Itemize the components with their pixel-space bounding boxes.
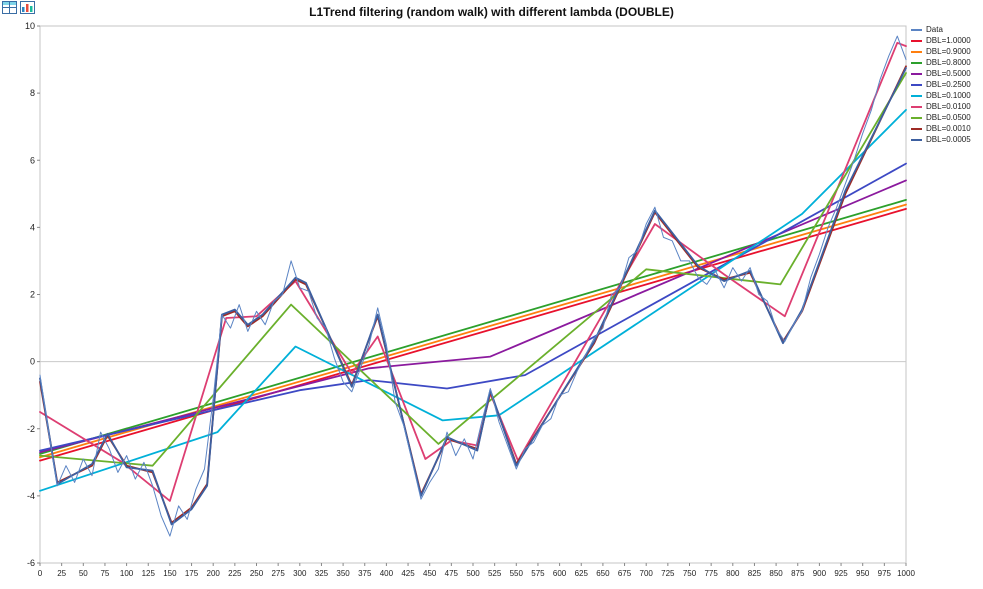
series-DBL=0.1000 bbox=[39, 109, 907, 492]
x-tick-label: 500 bbox=[466, 569, 480, 578]
chart-legend: Data DBL=1.0000 DBL=0.9000 DBL=0.8000 DBL=0.… bbox=[911, 24, 971, 145]
x-tick-label: 275 bbox=[271, 569, 285, 578]
x-tick-label: 900 bbox=[813, 569, 827, 578]
x-tick-label: 800 bbox=[726, 569, 740, 578]
series-DBL=1.0000 bbox=[39, 207, 907, 462]
x-tick-label: 575 bbox=[531, 569, 545, 578]
legend-item[interactable]: DBL=0.0100 bbox=[911, 101, 971, 112]
y-tick-label: 4 bbox=[30, 222, 35, 232]
legend-label: DBL=0.8000 bbox=[926, 58, 971, 67]
legend-swatch bbox=[911, 105, 922, 108]
legend-item[interactable]: DBL=0.5000 bbox=[911, 68, 971, 79]
y-tick-label: -6 bbox=[27, 558, 35, 568]
x-tick-label: 650 bbox=[596, 569, 610, 578]
x-tick-label: 250 bbox=[250, 569, 264, 578]
y-tick-label: 2 bbox=[30, 290, 35, 300]
legend-swatch bbox=[911, 127, 922, 130]
x-tick-label: 175 bbox=[185, 569, 199, 578]
x-tick-label: 625 bbox=[575, 569, 589, 578]
x-tick-label: 675 bbox=[618, 569, 632, 578]
series-DBL=0.0500 bbox=[39, 72, 907, 467]
x-tick-label: 75 bbox=[100, 569, 109, 578]
x-tick-label: 525 bbox=[488, 569, 502, 578]
legend-item[interactable]: DBL=0.0500 bbox=[911, 112, 971, 123]
x-tick-label: 850 bbox=[769, 569, 783, 578]
x-tick-label: 125 bbox=[142, 569, 156, 578]
legend-swatch bbox=[911, 50, 922, 53]
x-tick-label: 875 bbox=[791, 569, 805, 578]
x-tick-label: 475 bbox=[445, 569, 459, 578]
x-tick-label: 200 bbox=[207, 569, 221, 578]
x-tick-label: 1000 bbox=[897, 569, 915, 578]
table-icon[interactable] bbox=[2, 1, 17, 14]
legend-label: DBL=0.0100 bbox=[926, 102, 971, 111]
x-tick-label: 450 bbox=[423, 569, 437, 578]
legend-label: DBL=0.1000 bbox=[926, 91, 971, 100]
x-tick-label: 700 bbox=[640, 569, 654, 578]
legend-label: DBL=0.5000 bbox=[926, 69, 971, 78]
x-tick-label: 350 bbox=[336, 569, 350, 578]
legend-swatch bbox=[911, 72, 922, 75]
x-tick-label: 300 bbox=[293, 569, 307, 578]
x-tick-label: 50 bbox=[79, 569, 88, 578]
x-tick-label: 100 bbox=[120, 569, 134, 578]
legend-item[interactable]: DBL=0.1000 bbox=[911, 90, 971, 101]
chart-icon[interactable] bbox=[20, 1, 35, 14]
toolbar bbox=[2, 1, 35, 14]
x-tick-label: 150 bbox=[163, 569, 177, 578]
legend-label: DBL=0.0010 bbox=[926, 124, 971, 133]
x-tick-label: 400 bbox=[380, 569, 394, 578]
legend-swatch bbox=[911, 94, 922, 97]
x-tick-label: 0 bbox=[38, 569, 43, 578]
legend-swatch bbox=[911, 61, 922, 64]
x-tick-label: 325 bbox=[315, 569, 329, 578]
legend-swatch bbox=[911, 83, 922, 86]
x-tick-label: 600 bbox=[553, 569, 567, 578]
y-tick-label: -4 bbox=[27, 491, 35, 501]
legend-swatch bbox=[911, 116, 922, 119]
legend-item[interactable]: DBL=0.8000 bbox=[911, 57, 971, 68]
legend-item[interactable]: Data bbox=[911, 24, 971, 35]
y-tick-label: 8 bbox=[30, 88, 35, 98]
legend-label: DBL=0.0005 bbox=[926, 135, 971, 144]
legend-item[interactable]: DBL=0.0005 bbox=[911, 134, 971, 145]
x-tick-label: 825 bbox=[748, 569, 762, 578]
y-tick-label: -2 bbox=[27, 424, 35, 434]
legend-swatch bbox=[911, 28, 922, 31]
x-tick-label: 550 bbox=[510, 569, 524, 578]
x-tick-label: 925 bbox=[834, 569, 848, 578]
plot-border bbox=[39, 25, 907, 564]
legend-label: DBL=1.0000 bbox=[926, 36, 971, 45]
x-tick-label: 25 bbox=[57, 569, 66, 578]
x-tick-label: 975 bbox=[878, 569, 892, 578]
chart-title: L1Trend filtering (random walk) with dif… bbox=[309, 5, 674, 19]
x-tick-label: 225 bbox=[228, 569, 242, 578]
legend-item[interactable]: DBL=0.9000 bbox=[911, 46, 971, 57]
x-tick-label: 750 bbox=[683, 569, 697, 578]
series-DBL=0.0005 bbox=[39, 67, 907, 526]
legend-item[interactable]: DBL=0.0010 bbox=[911, 123, 971, 134]
legend-item[interactable]: DBL=1.0000 bbox=[911, 35, 971, 46]
legend-label: DBL=0.2500 bbox=[926, 80, 971, 89]
legend-label: DBL=0.9000 bbox=[926, 47, 971, 56]
y-tick-label: 0 bbox=[30, 357, 35, 367]
x-tick-label: 425 bbox=[401, 569, 415, 578]
series-DBL=0.0100 bbox=[39, 41, 907, 502]
legend-label: DBL=0.0500 bbox=[926, 113, 971, 122]
x-tick-label: 775 bbox=[704, 569, 718, 578]
y-tick-label: 10 bbox=[25, 21, 35, 31]
series-Data bbox=[39, 35, 907, 537]
y-tick-label: 6 bbox=[30, 155, 35, 165]
legend-item[interactable]: DBL=0.2500 bbox=[911, 79, 971, 90]
legend-swatch bbox=[911, 138, 922, 141]
x-tick-label: 725 bbox=[661, 569, 675, 578]
x-tick-label: 375 bbox=[358, 569, 372, 578]
legend-label: Data bbox=[926, 25, 943, 34]
x-tick-label: 950 bbox=[856, 569, 870, 578]
legend-swatch bbox=[911, 39, 922, 42]
